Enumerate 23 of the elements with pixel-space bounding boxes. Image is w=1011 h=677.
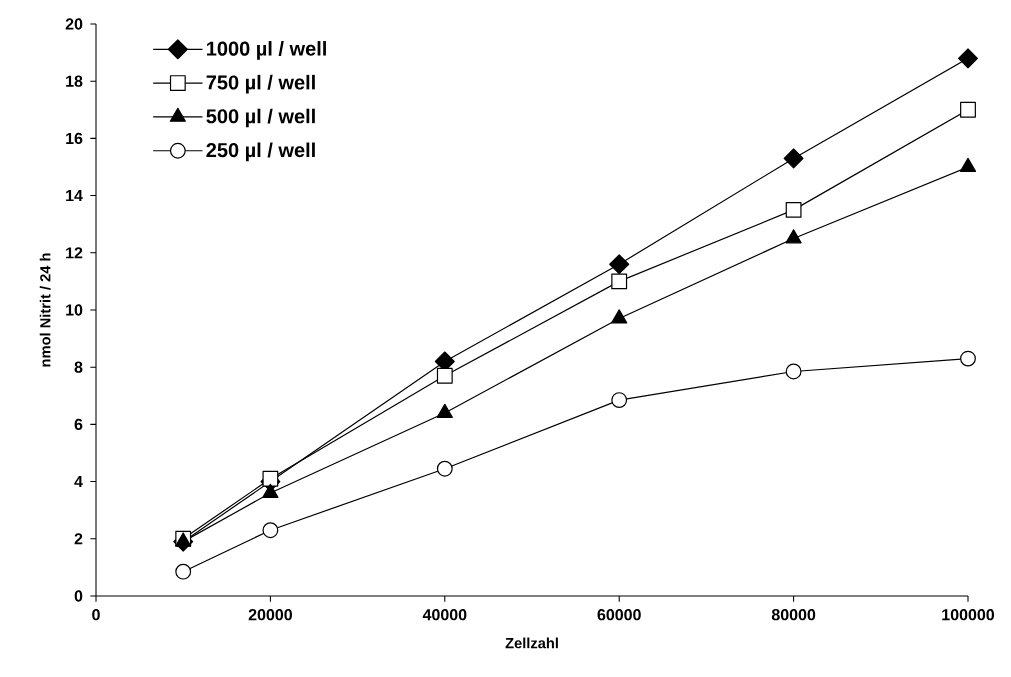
legend-label: 1000 µl / well bbox=[207, 41, 326, 60]
y-tick-label: 18 bbox=[66, 75, 83, 87]
x-tick-label: 80000 bbox=[771, 609, 816, 621]
x-tick-label: 100000 bbox=[942, 609, 995, 621]
legend-label: 750 µl / well bbox=[206, 74, 315, 94]
y-tick-label: 10 bbox=[66, 304, 83, 316]
y-tick-label: 2 bbox=[74, 533, 83, 545]
x-axis-title: Zellzahl bbox=[505, 637, 558, 649]
x-tick-label: 60000 bbox=[597, 609, 641, 621]
legend-label: 500 µl / well bbox=[206, 108, 315, 128]
y-tick-label: 8 bbox=[74, 361, 83, 373]
y-tick-label: 6 bbox=[74, 418, 83, 431]
y-tick-label: 16 bbox=[66, 132, 83, 145]
x-tick-label: 40000 bbox=[422, 609, 467, 621]
y-tick-label: 12 bbox=[66, 247, 83, 259]
y-tick-label: 14 bbox=[66, 190, 83, 202]
legend-label: 250 µl / well bbox=[206, 142, 315, 162]
y-tick-label: 4 bbox=[74, 476, 83, 488]
x-tick-label: 20000 bbox=[248, 609, 292, 621]
x-tick-label: 0 bbox=[92, 609, 100, 621]
y-axis-title: nmol Nitrit / 24 h bbox=[39, 253, 51, 367]
y-tick-label: 20 bbox=[65, 18, 83, 30]
y-tick-label: 0 bbox=[74, 590, 83, 602]
